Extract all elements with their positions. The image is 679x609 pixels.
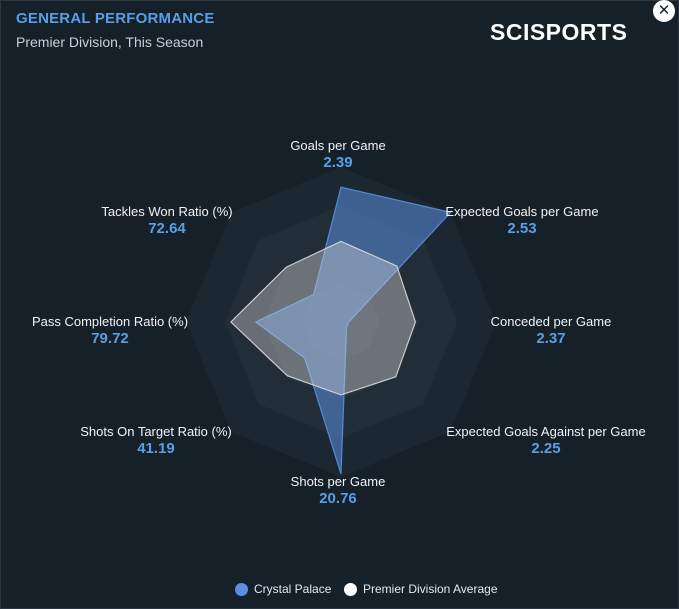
legend-label-team: Crystal Palace [254, 582, 332, 596]
axis-value-6: 79.72 [91, 330, 129, 347]
axis-value-1: 2.53 [507, 220, 536, 237]
axis-label-2: Conceded per Game [491, 314, 612, 329]
axis-value-5: 41.19 [137, 440, 175, 457]
axis-label-4: Shots per Game [291, 474, 386, 489]
chart-title: GENERAL PERFORMANCE [16, 10, 215, 27]
legend-swatch-average [344, 582, 357, 596]
chart-subtitle: Premier Division, This Season [16, 34, 204, 50]
axis-value-7: 72.64 [148, 220, 186, 237]
series-team-area [254, 186, 452, 475]
axis-value-4: 20.76 [319, 490, 357, 507]
axis-label-7: Tackles Won Ratio (%) [101, 204, 232, 219]
legend-item-average[interactable]: Premier Division Average [344, 582, 498, 596]
axis-label-6: Pass Completion Ratio (%) [32, 314, 188, 329]
axis-value-3: 2.25 [531, 440, 560, 457]
axis-value-2: 2.37 [536, 330, 565, 347]
close-icon[interactable]: ✕ [653, 0, 675, 22]
axis-label-0: Goals per Game [290, 138, 385, 153]
axis-value-0: 2.39 [323, 154, 352, 171]
scisports-logo: SCISPORTS [490, 19, 628, 45]
axis-label-5: Shots On Target Ratio (%) [80, 424, 232, 439]
legend-label-average: Premier Division Average [363, 582, 498, 596]
axis-label-3: Expected Goals Against per Game [446, 424, 645, 439]
legend-item-team[interactable]: Crystal Palace [235, 582, 331, 596]
axis-label-1: Expected Goals per Game [445, 204, 598, 219]
series-average-area [230, 240, 417, 396]
legend-swatch-team [235, 582, 248, 596]
legend: Crystal Palace Premier Division Average [0, 582, 679, 600]
